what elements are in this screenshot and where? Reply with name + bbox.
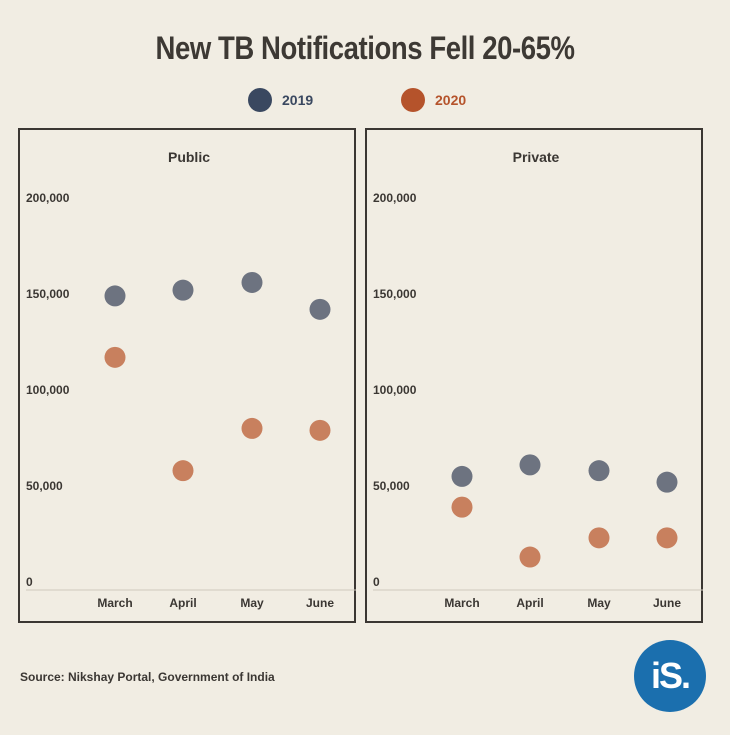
public-point-2019-april [172,279,194,301]
public-x-tick-label: May [240,596,264,610]
private-panel-title: Private [513,149,560,165]
public-point-2019-may [241,271,263,293]
private-chart: Private 0 50,000 100,000 150,000 200,000 March… [373,149,703,610]
public-y-tick-label: 200,000 [26,191,70,205]
legend-dot-2020 [401,88,425,112]
private-y-tick-label: 200,000 [373,191,417,205]
private-y-tick-label: 50,000 [373,479,410,493]
public-y-tick-label: 150,000 [26,287,70,301]
public-y-tick-label: 0 [26,575,33,589]
source-note: Source: Nikshay Portal, Government of In… [20,670,275,684]
indiaspend-logo: iS. [634,640,706,712]
private-point-2020-march [451,496,473,518]
private-x-tick-label: May [587,596,611,610]
public-y-tick-label: 50,000 [26,479,63,493]
public-panel-title: Public [168,149,210,165]
private-point-2020-april [519,546,541,568]
public-point-2020-june [309,419,331,441]
chart-title: New TB Notifications Fell 20-65% [155,30,575,66]
public-x-tick-label: April [169,596,196,610]
public-chart: Public 0 50,000 100,000 150,000 200,000 March A… [26,149,356,610]
public-x-tick-label: March [97,596,132,610]
public-point-2020-may [241,417,263,439]
legend-label-2019: 2019 [282,92,314,108]
public-panel: Public 0 50,000 100,000 150,000 200,000 March A… [18,128,356,623]
private-y-tick-label: 150,000 [373,287,417,301]
legend-item-2020: 2020 [401,88,466,112]
public-point-2020-march [104,346,126,368]
public-point-2019-june [309,298,331,320]
private-y-tick-label: 0 [373,575,380,589]
private-point-2019-june [656,471,678,493]
legend-item-2019: 2019 [248,88,313,112]
private-point-2019-march [451,465,473,487]
public-x-tick-label: June [306,596,334,610]
private-x-tick-label: June [653,596,681,610]
public-point-2019-march [104,285,126,307]
private-y-tick-label: 100,000 [373,383,417,397]
private-x-tick-label: April [516,596,543,610]
private-point-2019-may [588,460,610,482]
public-point-2020-april [172,460,194,482]
private-x-tick-label: March [444,596,479,610]
private-point-2020-may [588,527,610,549]
public-y-tick-label: 100,000 [26,383,70,397]
legend-dot-2019 [248,88,272,112]
legend-label-2020: 2020 [435,92,467,108]
private-point-2020-june [656,527,678,549]
private-panel: Private 0 50,000 100,000 150,000 200,000 March… [365,128,703,623]
private-point-2019-april [519,454,541,476]
